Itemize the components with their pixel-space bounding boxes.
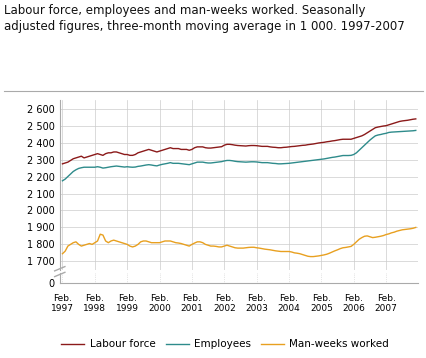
Text: Feb.
1998: Feb. 1998 [83,294,106,313]
Text: Labour force, employees and man-weeks worked. Seasonally
adjusted figures, three: Labour force, employees and man-weeks wo… [4,4,404,33]
Text: Feb.
2003: Feb. 2003 [245,294,268,313]
Labour force [167,146,173,150]
Legend: Labour force, Employees, Man-weeks worked: Labour force, Employees, Man-weeks worke… [61,339,388,349]
Text: Feb.
2004: Feb. 2004 [277,294,299,313]
Line: Man-weeks worked: Man-weeks worked [62,227,415,257]
Employees [60,179,65,183]
Employees [103,166,108,170]
Text: Feb.
2000: Feb. 2000 [148,294,170,313]
Employees [345,153,350,158]
Labour force [178,147,183,151]
Labour force [412,117,417,121]
Text: Feb.
2007: Feb. 2007 [374,294,397,313]
Line: Employees: Employees [62,130,415,181]
Man-weeks worked [178,241,183,246]
Labour force [60,162,65,166]
Man-weeks worked [60,252,65,256]
Employees [167,160,173,165]
Text: Feb.
2005: Feb. 2005 [309,294,332,313]
Line: Labour force: Labour force [62,119,415,164]
Man-weeks worked [167,239,173,243]
Text: Feb.
1999: Feb. 1999 [115,294,138,313]
Labour force [345,137,350,141]
Labour force [103,151,108,156]
Text: Feb.
2006: Feb. 2006 [342,294,364,313]
Text: Feb.
2001: Feb. 2001 [180,294,203,313]
Man-weeks worked [348,244,353,248]
Man-weeks worked [89,242,95,247]
Text: Feb.
1997: Feb. 1997 [51,294,74,313]
Employees [89,165,95,169]
Labour force [89,153,95,158]
Employees [412,128,417,132]
Employees [342,153,347,158]
Text: Feb.
2002: Feb. 2002 [213,294,235,313]
Man-weeks worked [345,245,350,249]
Labour force [342,137,347,141]
Man-weeks worked [307,255,312,259]
Man-weeks worked [103,239,108,243]
Man-weeks worked [412,225,417,229]
Employees [178,161,183,166]
